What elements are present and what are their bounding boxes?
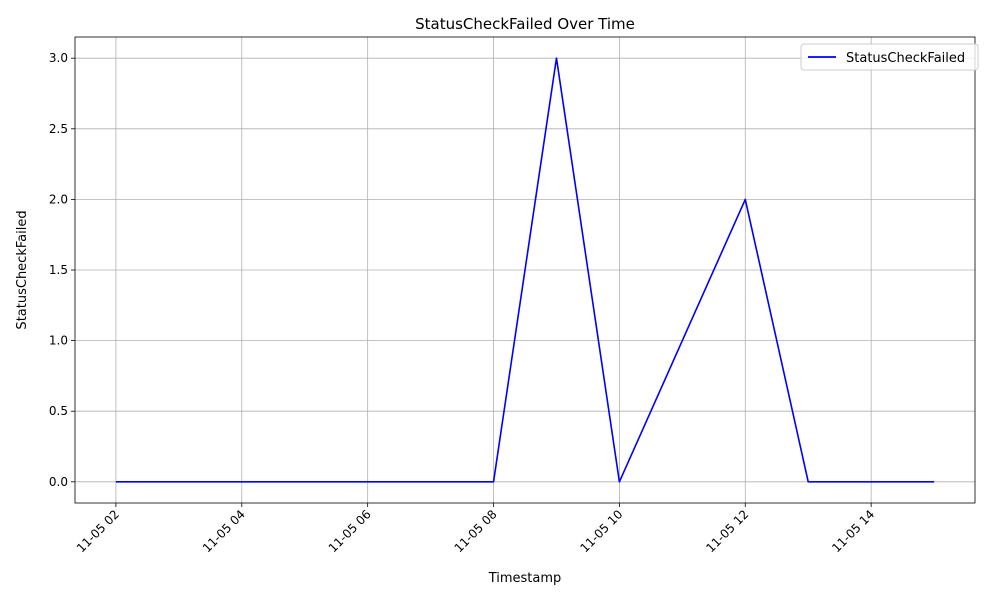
- x-tick-label: 11-05 02: [74, 507, 122, 555]
- y-axis-ticks: 0.0 0.5 1.0 1.5 2.0 2.5 3.0: [49, 51, 75, 489]
- y-tick-label: 0.0: [49, 475, 68, 489]
- x-tick-label: 11-05 14: [829, 507, 877, 555]
- y-tick-label: 1.5: [49, 263, 68, 277]
- x-tick-label: 11-05 12: [703, 507, 751, 555]
- y-tick-label: 2.5: [49, 122, 68, 136]
- x-axis-ticks: 11-05 02 11-05 04 11-05 06 11-05 08 11-05 10…: [74, 503, 877, 555]
- y-tick-label: 2.0: [49, 192, 68, 206]
- y-axis-label: StatusCheckFailed: [15, 210, 30, 329]
- series-layer: [115, 57, 935, 483]
- x-tick-label: 11-05 04: [200, 507, 248, 555]
- series-line-statuscheckfailed: [115, 57, 935, 483]
- y-tick-label: 3.0: [49, 51, 68, 65]
- y-tick-label: 0.5: [49, 404, 68, 418]
- x-tick-label: 11-05 06: [326, 507, 374, 555]
- chart-title: StatusCheckFailed Over Time: [415, 15, 635, 33]
- legend-label: StatusCheckFailed: [846, 51, 965, 66]
- x-tick-label: 11-05 08: [452, 507, 500, 555]
- legend-box: [800, 43, 979, 71]
- legend: StatusCheckFailed: [800, 43, 979, 71]
- y-tick-label: 1.0: [49, 334, 68, 348]
- x-axis-label: Timestamp: [488, 571, 562, 586]
- x-tick-label: 11-05 10: [577, 507, 625, 555]
